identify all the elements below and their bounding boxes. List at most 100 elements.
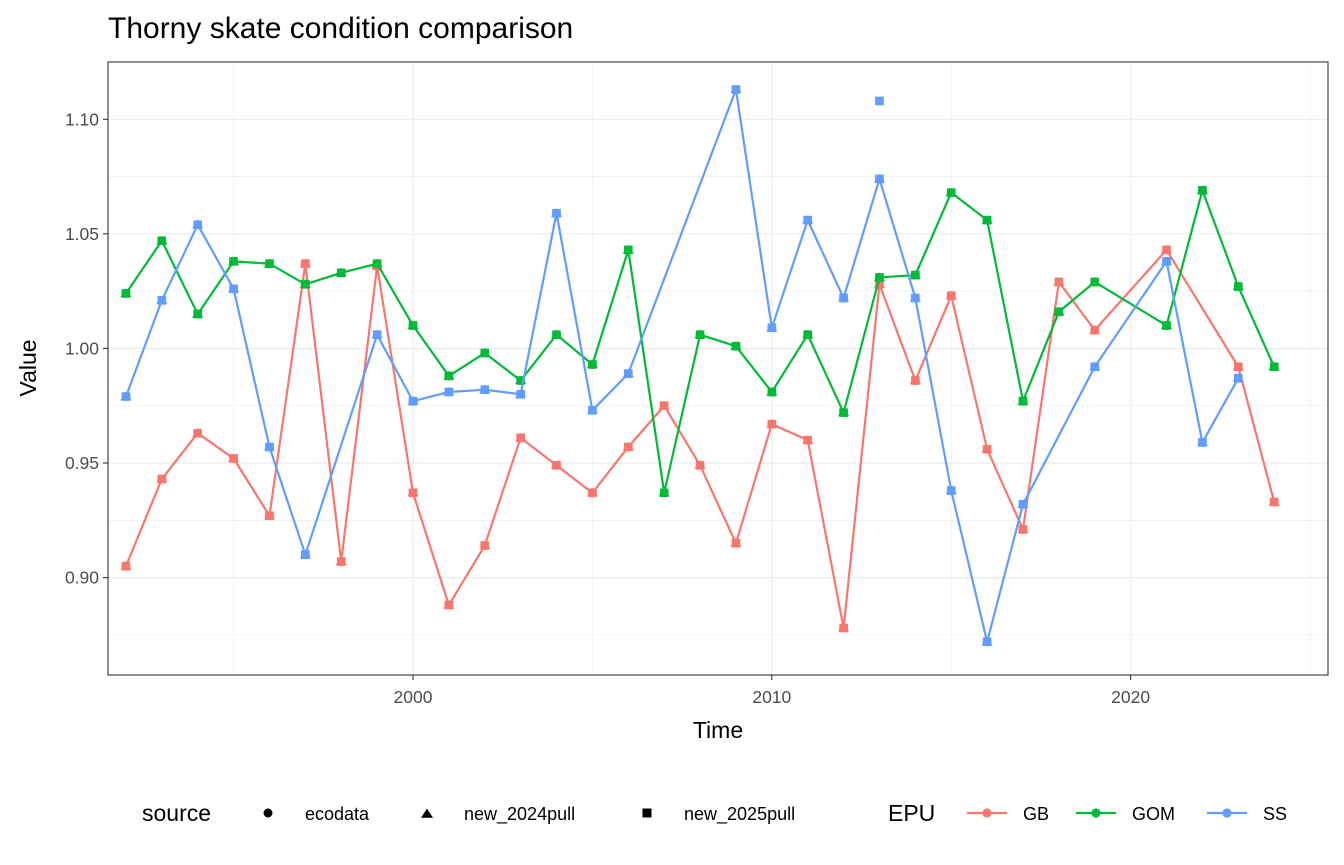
circle-marker: [372, 259, 382, 269]
data-point-gom: [335, 267, 347, 278]
circle-marker: [946, 291, 956, 301]
data-point-ss: [407, 396, 419, 406]
circle-marker: [300, 259, 310, 269]
data-point-ss: [550, 208, 563, 218]
data-point-ss: [263, 441, 276, 452]
data-point-gom: [909, 270, 921, 280]
circle-marker: [803, 330, 813, 340]
circle-marker: [552, 460, 561, 470]
circle-marker: [444, 387, 454, 397]
grid-lines: [108, 61, 1328, 675]
legend-key-dot: [1222, 808, 1232, 818]
y-tick-label: 0.95: [65, 453, 99, 473]
circle-marker: [157, 474, 167, 484]
circle-marker: [1162, 256, 1171, 266]
circle-marker: [229, 454, 238, 463]
data-point-gom: [1053, 306, 1065, 317]
data-point-gb: [658, 400, 670, 411]
legend-key-triangle: [421, 808, 433, 818]
data-point-ss: [1089, 361, 1101, 372]
data-point-gb: [299, 258, 311, 269]
circle-marker: [982, 215, 992, 225]
circle-marker: [265, 511, 274, 521]
circle-marker: [157, 236, 167, 246]
legend-epu-label: SS: [1263, 804, 1287, 824]
data-point-ss: [515, 389, 527, 399]
axis-ticks: 2000 2010 2020 0.90 0.95 1.00 1.05 1.10: [65, 109, 1150, 707]
circle-marker: [695, 330, 705, 340]
data-point-gom: [873, 272, 886, 282]
circle-marker: [1198, 438, 1207, 447]
circle-marker: [229, 284, 238, 294]
circle-marker: [839, 623, 848, 633]
circle-marker: [910, 293, 920, 303]
data-point-gom: [1268, 361, 1280, 372]
data-point-gb: [586, 487, 599, 498]
data-point-gom: [407, 320, 419, 330]
circle-marker: [588, 360, 597, 369]
circle-marker: [982, 637, 992, 647]
circle-marker: [1269, 362, 1279, 372]
data-point-ss: [873, 173, 886, 184]
data-point-ss: [227, 283, 240, 294]
data-point-gb: [622, 441, 634, 452]
data-point-ss: [1160, 256, 1173, 266]
data-point-ss: [443, 386, 455, 397]
data-point-gom: [1017, 396, 1029, 406]
circle-marker: [265, 442, 274, 452]
data-point-gom: [945, 187, 957, 198]
data-point-ss: [837, 292, 850, 303]
data-point-ss: [766, 322, 778, 333]
plot-panel: [108, 62, 1328, 675]
series-gb: [120, 244, 1280, 633]
series-gom: [120, 185, 1280, 498]
data-point-ss: [730, 84, 742, 94]
data-point-ss: [981, 636, 993, 647]
data-point-gom: [156, 235, 168, 246]
circle-marker: [731, 85, 741, 94]
circle-marker: [1090, 325, 1100, 335]
legend-source-title: source: [142, 800, 211, 826]
data-point-gb: [1053, 276, 1065, 287]
data-point-ss: [192, 219, 204, 230]
circle-marker: [839, 408, 848, 418]
circle-marker: [1162, 321, 1171, 330]
data-point-gb: [515, 432, 527, 443]
circle-marker: [1198, 185, 1207, 195]
data-point-gom: [694, 329, 706, 340]
data-point-gb: [1017, 524, 1029, 534]
circle-marker: [121, 289, 131, 298]
circle-marker: [1054, 307, 1064, 317]
data-point-gb: [227, 453, 240, 463]
series-layer: [120, 84, 1280, 647]
data-point-gb: [1089, 325, 1101, 335]
data-point-gb: [156, 474, 168, 484]
data-point-ss: [156, 295, 168, 305]
data-point-gom: [981, 215, 993, 225]
circle-marker: [408, 488, 418, 498]
data-point-gb: [192, 428, 204, 438]
x-tick-label: 2000: [394, 687, 433, 707]
data-point-gb: [837, 622, 850, 633]
data-point-gom: [550, 329, 563, 340]
data-point-ss: [1196, 437, 1209, 447]
circle-marker: [767, 387, 777, 397]
circle-marker: [229, 256, 238, 266]
legend-source-label: ecodata: [305, 804, 370, 824]
circle-marker: [1090, 277, 1100, 287]
x-tick-label: 2010: [752, 687, 791, 707]
data-point-gom: [479, 347, 491, 358]
circle-marker: [336, 557, 346, 566]
circle-marker: [408, 396, 418, 406]
circle-marker: [623, 369, 633, 379]
data-point-gom: [802, 329, 814, 340]
x-axis-title: Time: [693, 717, 743, 743]
data-point-gb: [120, 561, 132, 571]
circle-marker: [480, 541, 490, 550]
circle-marker: [121, 561, 131, 571]
data-point-gb: [1232, 361, 1244, 372]
circle-marker: [588, 488, 597, 498]
circle-marker: [300, 550, 310, 560]
plot-border: [107, 61, 1329, 676]
